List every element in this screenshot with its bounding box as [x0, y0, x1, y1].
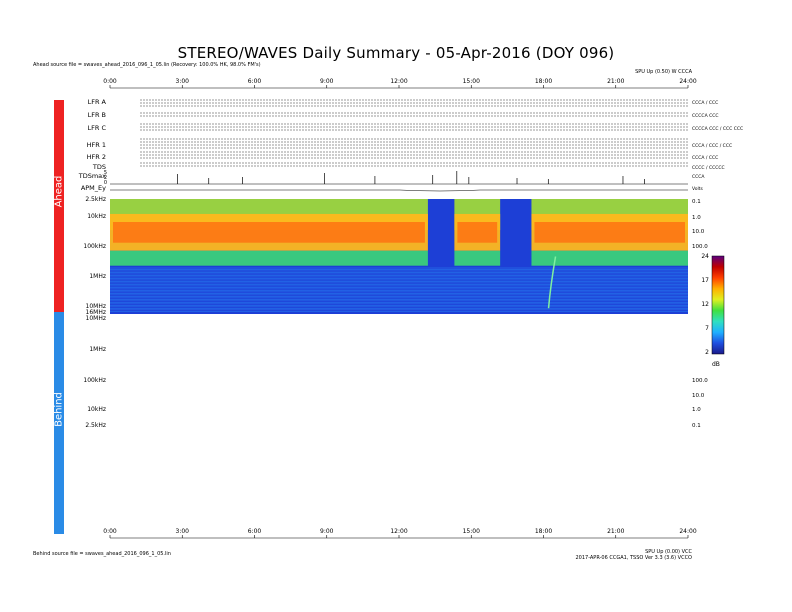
colorbar-tick: 24: [701, 253, 709, 260]
colorbar-tick: 2: [705, 349, 709, 356]
top-time-tick-label: 21:00: [607, 78, 624, 85]
tdsmax-tick: 0: [104, 180, 107, 186]
ahead-sidebar: Ahead: [54, 100, 65, 312]
panel-label: LFR A: [88, 98, 107, 106]
apm-ey-trace: [110, 189, 688, 192]
emission-core: [113, 222, 425, 243]
behind-right-tick: 100.0: [692, 378, 708, 384]
top-time-tick-label: 9:00: [320, 78, 334, 85]
panel-right-label: CCCA / CCC: [692, 100, 718, 106]
bottom-time-tick-label: 9:00: [320, 528, 334, 535]
panel-right-label: CCCA: [692, 174, 705, 180]
behind-right-tick: 0.1: [692, 423, 701, 429]
top-time-tick-label: 12:00: [390, 78, 407, 85]
colorbar-tick: 7: [705, 325, 709, 332]
behind-freq-tick: 10kHz: [87, 406, 106, 413]
panel-label: APM_Ey: [81, 184, 106, 192]
colorbar-unit: dB: [712, 361, 720, 368]
colorbar-tick: 17: [701, 277, 709, 284]
ahead-freq-tick: 10kHz: [87, 213, 106, 220]
behind-sidebar: Behind: [54, 312, 65, 534]
top-right-note: SPU Up (0.50) W CCCA: [635, 69, 692, 75]
emission-band: [454, 250, 501, 266]
panel-right-label: CCCA / CCC: [692, 155, 718, 161]
bottom-time-tick-label: 6:00: [248, 528, 262, 535]
bottom-time-tick-label: 0:00: [103, 528, 117, 535]
emission-core: [457, 222, 498, 243]
top-time-tick-label: 0:00: [103, 78, 117, 85]
chart-title: STEREO/WAVES Daily Summary - 05-Apr-2016…: [177, 44, 615, 62]
panel-label: HFR 1: [87, 141, 106, 149]
panel-right-label: CCCCA CCC: [692, 113, 719, 119]
behind-freq-tick: 100kHz: [83, 377, 106, 384]
top-time-tick-label: 24:00: [679, 78, 696, 85]
bottom-time-tick-label: 3:00: [176, 528, 190, 535]
behind-source-text: Behind source file = swaves_ahead_2016_0…: [33, 551, 171, 557]
top-time-tick-label: 18:00: [535, 78, 552, 85]
behind-right-tick: 10.0: [692, 393, 705, 399]
ahead-right-tick: 0.1: [692, 199, 701, 205]
panel-label: LFR C: [88, 124, 107, 132]
panel-right-label: CCCCA CCC / CCC CCC: [692, 126, 743, 132]
bottom-time-tick-label: 12:00: [390, 528, 407, 535]
ahead-freq-tick: 2.5kHz: [85, 196, 106, 203]
colorbar-tick: 12: [701, 301, 709, 308]
emission-core: [534, 222, 685, 243]
panel-label: TDS: [92, 163, 106, 171]
panel-right-label: Volts: [692, 186, 703, 192]
bottom-time-tick-label: 24:00: [679, 528, 696, 535]
behind-freq-tick: 10MHz: [86, 315, 106, 322]
tdsmax-tick: 2: [104, 175, 107, 181]
top-time-tick-label: 15:00: [463, 78, 480, 85]
panel-right-label: CCCC / CCCCC: [692, 165, 725, 171]
ahead-freq-tick: 1MHz: [89, 273, 106, 280]
behind-right-tick: 1.0: [692, 407, 701, 413]
tdsmax-tick: 5: [104, 170, 107, 176]
bottom-right-note-2: 2017-APR-06 CCGA1, TSSO Ver 3.3 (3.6) VC…: [575, 555, 692, 561]
bottom-time-tick-label: 18:00: [535, 528, 552, 535]
ahead-source-text: Ahead source file = swaves_ahead_2016_09…: [33, 62, 261, 68]
bottom-time-tick-label: 21:00: [607, 528, 624, 535]
bottom-time-tick-label: 15:00: [463, 528, 480, 535]
behind-freq-tick: 2.5kHz: [85, 422, 106, 429]
panel-right-label: CCCA / CCC / CCC: [692, 143, 732, 149]
ahead-freq-tick: 100kHz: [83, 243, 106, 250]
top-time-tick-label: 3:00: [176, 78, 190, 85]
ahead-freq-tick: 10MHz: [86, 303, 106, 310]
panel-label: LFR B: [88, 111, 106, 119]
ahead-right-tick: 10.0: [692, 229, 705, 235]
emission-band: [110, 250, 428, 266]
panel-label: TDSmax: [78, 172, 106, 180]
behind-freq-tick: 1MHz: [89, 346, 106, 353]
ahead-right-tick: 100.0: [692, 244, 708, 250]
top-time-tick-label: 6:00: [248, 78, 262, 85]
ahead-freq-tick: 16MHz: [86, 309, 106, 316]
colorbar: [711, 255, 725, 355]
panel-label: HFR 2: [87, 153, 106, 161]
bottom-right-note-1: SPU Up (0.00) VCC: [645, 549, 692, 555]
emission-band: [531, 250, 688, 266]
type-iii-burst: [547, 256, 557, 309]
ahead-right-tick: 1.0: [692, 215, 701, 221]
